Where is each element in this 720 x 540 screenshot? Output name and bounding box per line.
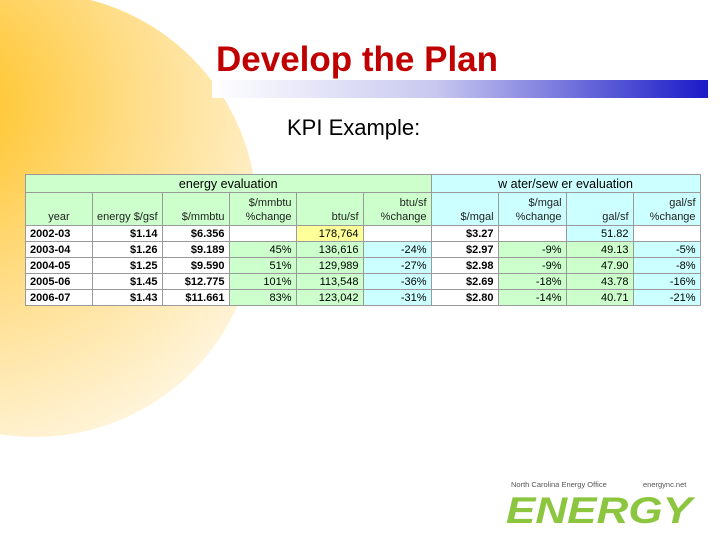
cell-energy-per-gsf: $1.25 xyxy=(92,257,163,274)
cell-year: 2004-05 xyxy=(25,257,93,274)
cell-cost-per-mgal: $3.27 xyxy=(430,225,499,242)
column-header-line: %change xyxy=(649,211,696,223)
cell-btu-change xyxy=(362,225,432,242)
cell-mgal-change: -9% xyxy=(497,257,567,274)
title-underline-bar xyxy=(212,80,708,98)
cell-cost-per-mgal: $2.69 xyxy=(430,273,499,290)
cell-gal-per-sf: 47.90 xyxy=(565,257,634,274)
cell-mmbtu-change: 51% xyxy=(228,257,297,274)
column-header-line: $/mgal xyxy=(460,211,494,223)
cell-year: 2005-06 xyxy=(25,273,93,290)
cell-mgal-change: -9% xyxy=(497,241,567,258)
cell-mgal-change: -18% xyxy=(497,273,567,290)
logo-site-text: energync.net xyxy=(643,480,687,489)
column-header-gal-per-sf: gal/sf xyxy=(565,192,634,226)
slide-subtitle: KPI Example: xyxy=(287,115,421,140)
cell-btu-per-sf: 178,764 xyxy=(295,225,364,242)
cell-gal-per-sf: 49.13 xyxy=(565,241,634,258)
cell-gal-per-sf: 43.78 xyxy=(565,273,634,290)
cell-mmbtu-change: 45% xyxy=(228,241,297,258)
table-row: 2006-07 $1.43 $11.661 83% 123,042 -31% $2.80 -1… xyxy=(25,289,701,306)
cell-gal-per-sf: 40.71 xyxy=(565,289,634,306)
column-header-row: year energy $/gsf $/mmbtu $/mmbtu %change btu… xyxy=(25,192,701,226)
cell-btu-per-sf: 129,989 xyxy=(295,257,364,274)
cell-cost-per-mgal: $2.98 xyxy=(430,257,499,274)
cell-cost-per-mmbtu: $11.661 xyxy=(161,289,230,306)
cell-mmbtu-change: 101% xyxy=(228,273,297,290)
cell-mgal-change xyxy=(497,225,567,242)
table-row: 2005-06 $1.45 $12.775 101% 113,548 -36% $2.69-… xyxy=(25,273,701,290)
cell-btu-per-sf: 123,042 xyxy=(295,289,364,306)
cell-btu-change: -31% xyxy=(362,289,432,306)
logo-word: ENERGY xyxy=(506,490,696,528)
column-header-line: %change xyxy=(245,211,292,223)
cell-energy-per-gsf: $1.14 xyxy=(92,225,163,242)
cell-cost-per-mmbtu: $6.356 xyxy=(161,225,230,242)
cell-gal-change xyxy=(632,225,701,242)
column-header-year: year xyxy=(25,192,93,226)
column-header-cost-per-mgal: $/mgal xyxy=(430,192,499,226)
cell-gal-per-sf: 51.82 xyxy=(565,225,634,242)
cell-btu-per-sf: 113,548 xyxy=(295,273,364,290)
column-header-line: gal/sf xyxy=(602,211,629,223)
column-header-line: year xyxy=(48,211,70,223)
column-header-line: %change xyxy=(515,211,562,223)
column-header-line: $/mmbtu xyxy=(181,211,225,223)
column-header-line: energy $/gsf xyxy=(97,211,158,223)
cell-energy-per-gsf: $1.26 xyxy=(92,241,163,258)
cell-mmbtu-change xyxy=(228,225,297,242)
column-header-energy-per-gsf: energy $/gsf xyxy=(92,192,163,226)
cell-year: 2006-07 xyxy=(25,289,93,306)
cell-cost-per-mmbtu: $9.590 xyxy=(161,257,230,274)
energy-office-logo: North Carolina Energy Office energync.ne… xyxy=(506,480,696,528)
column-header-line: $/mmbtu xyxy=(248,197,292,209)
column-header-btu-per-sf: btu/sf xyxy=(295,192,364,226)
cell-gal-change: -5% xyxy=(632,241,701,258)
cell-cost-per-mmbtu: $9.189 xyxy=(161,241,230,258)
cell-mgal-change: -14% xyxy=(497,289,567,306)
cell-cost-per-mgal: $2.80 xyxy=(430,289,499,306)
cell-gal-change: -16% xyxy=(632,273,701,290)
cell-energy-per-gsf: $1.45 xyxy=(92,273,163,290)
cell-btu-change: -24% xyxy=(362,241,432,258)
cell-energy-per-gsf: $1.43 xyxy=(92,289,163,306)
column-header-line: %change xyxy=(380,211,427,223)
water-sewer-evaluation-header: w ater/sew er evaluation xyxy=(430,174,701,193)
cell-btu-change: -27% xyxy=(362,257,432,274)
column-header-line: btu/sf xyxy=(331,211,359,223)
table-row: 2003-04 $1.26 $9.189 45% 136,616 -24% $2.97 -9%… xyxy=(25,241,701,258)
column-header-btu-change: btu/sf %change xyxy=(362,192,432,226)
energy-evaluation-header: energy evaluation xyxy=(25,174,432,193)
column-header-mgal-change: $/mgal %change xyxy=(497,192,567,226)
column-header-line: $/mgal xyxy=(528,197,562,209)
cell-cost-per-mmbtu: $12.775 xyxy=(161,273,230,290)
cell-cost-per-mgal: $2.97 xyxy=(430,241,499,258)
column-header-line: gal/sf xyxy=(669,197,696,209)
cell-year: 2002-03 xyxy=(25,225,93,242)
table-row: 2004-05 $1.25 $9.590 51% 129,989 -27% $2.98 -9%… xyxy=(25,257,701,274)
cell-gal-change: -21% xyxy=(632,289,701,306)
column-header-line: btu/sf xyxy=(399,197,427,209)
column-header-cost-per-mmbtu: $/mmbtu xyxy=(161,192,230,226)
cell-btu-change: -36% xyxy=(362,273,432,290)
slide-title: Develop the Plan xyxy=(216,40,499,79)
cell-gal-change: -8% xyxy=(632,257,701,274)
column-header-gal-change: gal/sf %change xyxy=(632,192,701,226)
table-row: 2002-03 $1.14 $6.356 178,764 $3.27 51.82 xyxy=(25,225,701,242)
cell-btu-per-sf: 136,616 xyxy=(295,241,364,258)
kpi-table: energy evaluation w ater/sew er evaluati… xyxy=(25,174,701,306)
cell-year: 2003-04 xyxy=(25,241,93,258)
logo-org-text: North Carolina Energy Office xyxy=(511,480,607,489)
cell-mmbtu-change: 83% xyxy=(228,289,297,306)
column-header-mmbtu-change: $/mmbtu %change xyxy=(228,192,297,226)
